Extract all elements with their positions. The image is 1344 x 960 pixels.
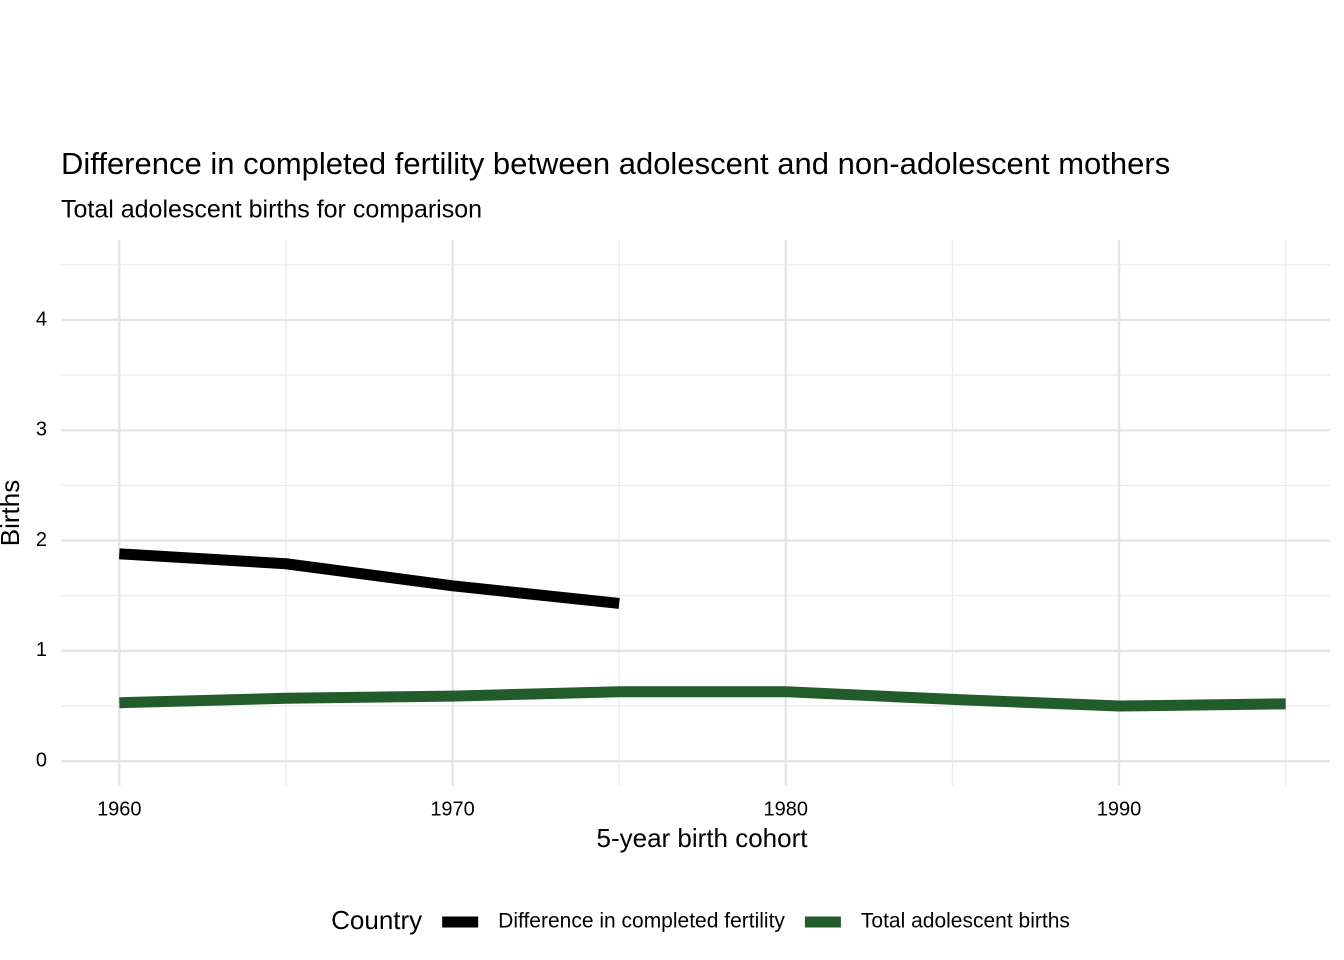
x-tick-label: 1980 [764,798,809,820]
legend-title: Country [331,905,422,935]
series-line [118,548,620,609]
y-axis-title: Births [0,480,25,546]
x-tick-label: 1970 [430,798,475,820]
y-tick-label: 0 [36,749,47,771]
y-tick-label: 3 [36,419,47,441]
chart-title: Difference in completed fertility betwee… [61,146,1170,181]
legend-label: Difference in completed fertility [498,910,785,933]
series-line [119,686,1286,712]
legend: Country Difference in completed fertility… [331,905,1070,935]
chart-subtitle: Total adolescent births for comparison [61,196,482,224]
x-axis-title: 5-year birth cohort [597,823,809,853]
y-tick-label: 1 [36,639,47,661]
y-tick-label: 4 [36,308,47,330]
legend-label: Total adolescent births [861,910,1070,933]
x-tick-label: 1990 [1097,798,1142,820]
x-tick-label: 1960 [97,798,142,820]
y-tick-label: 2 [36,529,47,551]
